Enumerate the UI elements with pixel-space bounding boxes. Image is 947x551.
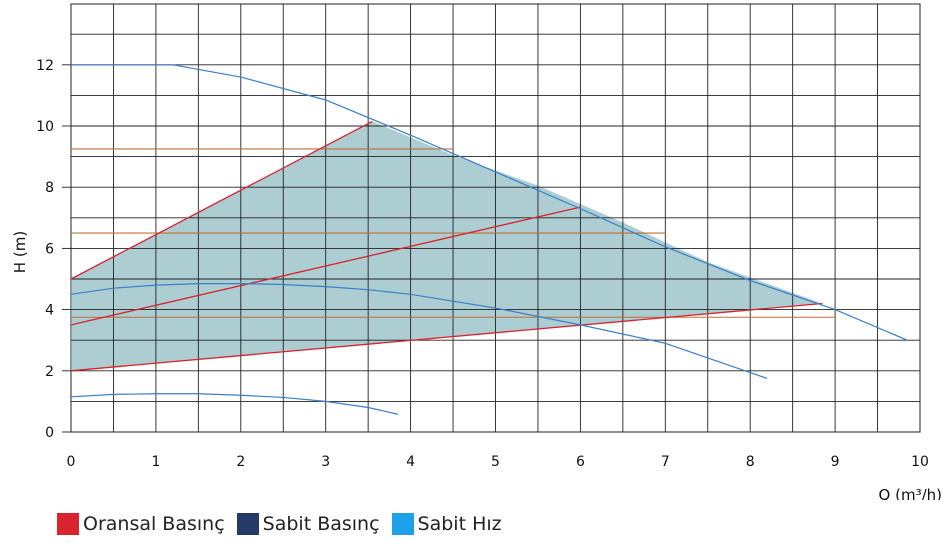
legend-item-constant-pressure: Sabit Basınç xyxy=(236,513,380,535)
y-tick-label: 6 xyxy=(45,241,54,257)
constant-speed-curve xyxy=(70,393,398,415)
x-tick-label: 7 xyxy=(661,454,670,470)
x-tick-label: 8 xyxy=(746,454,755,470)
y-axis-label: H (m) xyxy=(11,231,29,273)
y-tick-label: 12 xyxy=(36,58,54,74)
legend-item-constant-speed: Sabit Hız xyxy=(391,513,502,535)
x-tick-label: 2 xyxy=(236,454,245,470)
x-tick-label: 9 xyxy=(831,454,840,470)
legend-swatch xyxy=(236,513,259,535)
proportional-pressure-line xyxy=(70,206,581,326)
y-tick-label: 2 xyxy=(45,364,54,380)
legend: Oransal Basınç Sabit Basınç Sabit Hız xyxy=(57,513,502,535)
legend-swatch xyxy=(57,513,79,535)
x-tick-label: 1 xyxy=(151,454,160,470)
legend-label: Sabit Hız xyxy=(417,513,502,535)
constant-speed-curve xyxy=(70,282,768,380)
x-tick-label: 0 xyxy=(67,454,76,470)
proportional-pressure-line xyxy=(70,302,823,372)
legend-swatch xyxy=(391,513,414,535)
x-tick-label: 3 xyxy=(321,454,330,470)
y-tick-label: 10 xyxy=(36,119,54,135)
operating-area xyxy=(71,121,823,371)
legend-label: Sabit Basınç xyxy=(262,513,380,535)
constant-speed-curve xyxy=(71,64,908,341)
y-tick-label: 0 xyxy=(45,425,54,441)
proportional-pressure-line xyxy=(70,120,373,280)
legend-item-proportional-pressure: Oransal Basınç xyxy=(57,513,225,535)
y-tick-label: 4 xyxy=(45,303,54,319)
x-tick-label: 4 xyxy=(406,454,415,470)
y-tick-label: 8 xyxy=(45,180,54,196)
legend-label: Oransal Basınç xyxy=(83,513,225,535)
x-axis-label: Q (m³/h) xyxy=(879,486,942,500)
x-tick-label: 10 xyxy=(911,454,929,470)
x-tick-label: 5 xyxy=(491,454,500,470)
x-tick-label: 6 xyxy=(576,454,585,470)
